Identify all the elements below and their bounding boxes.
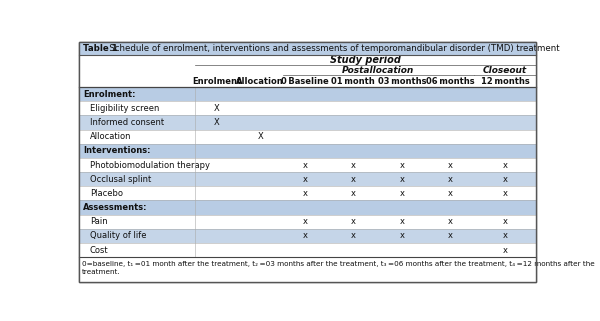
Text: Allocation: Allocation [90,132,131,141]
Text: x: x [503,189,508,198]
Text: x: x [302,231,308,240]
Text: x: x [350,231,355,240]
Text: x: x [350,217,355,226]
Text: x: x [302,175,308,184]
Text: 06 months: 06 months [426,77,475,86]
Text: Occlusal splint: Occlusal splint [90,175,151,184]
Text: X: X [214,118,220,127]
Text: Pain: Pain [90,217,107,226]
Text: Enrolment:: Enrolment: [83,90,135,99]
Text: x: x [302,160,308,169]
Text: Postallocation: Postallocation [342,66,415,75]
Text: Table 1: Table 1 [83,44,118,53]
Text: x: x [448,231,452,240]
Text: 12 months: 12 months [481,77,530,86]
Bar [79,130,536,144]
Text: x: x [302,217,308,226]
Text: x: x [448,175,452,184]
Bar [79,201,536,215]
Bar [79,56,536,65]
Bar [79,229,536,243]
Text: X: X [214,104,220,113]
Text: x: x [400,189,404,198]
Bar [79,87,536,101]
Text: x: x [448,189,452,198]
Text: Enrolment: Enrolment [192,77,241,86]
Text: x: x [350,189,355,198]
Bar [79,215,536,229]
Text: x: x [503,175,508,184]
Text: x: x [400,160,404,169]
Text: 03 months: 03 months [378,77,426,86]
Text: x: x [448,217,452,226]
Text: X: X [257,132,263,141]
Text: Schedule of enrolment, interventions and assessments of temporomandibular disord: Schedule of enrolment, interventions and… [101,44,560,53]
Bar [79,65,536,75]
Text: Informed consent: Informed consent [90,118,164,127]
Bar [79,186,536,201]
Bar [79,42,536,56]
Text: Photobiomodulation therapy: Photobiomodulation therapy [90,160,210,169]
Bar [79,243,536,257]
Text: x: x [350,175,355,184]
Text: x: x [503,160,508,169]
Text: x: x [503,217,508,226]
Text: Quality of life: Quality of life [90,231,146,240]
Text: Cost: Cost [90,246,109,255]
Text: x: x [302,189,308,198]
Text: x: x [448,160,452,169]
Text: 0 Baseline: 0 Baseline [281,77,329,86]
Text: x: x [503,246,508,255]
Bar [79,158,536,172]
Bar [79,75,536,87]
Text: x: x [350,160,355,169]
Bar [79,101,536,115]
Bar [79,115,536,130]
Bar [79,144,536,158]
Text: 01 month: 01 month [331,77,375,86]
Text: 0=baseline, t₁ =01 month after the treatment, t₂ =03 months after the treatment,: 0=baseline, t₁ =01 month after the treat… [82,261,595,275]
Bar [79,172,536,186]
Text: x: x [503,231,508,240]
Text: Eligibility screen: Eligibility screen [90,104,159,113]
Text: Closeout: Closeout [483,66,527,75]
Text: Allocation: Allocation [236,77,284,86]
Text: Placebo: Placebo [90,189,123,198]
Text: Study period: Study period [330,56,401,65]
Text: x: x [400,175,404,184]
Text: Interventions:: Interventions: [83,146,150,155]
Text: Assessments:: Assessments: [83,203,147,212]
Bar [79,257,536,282]
Text: x: x [400,231,404,240]
Text: x: x [400,217,404,226]
